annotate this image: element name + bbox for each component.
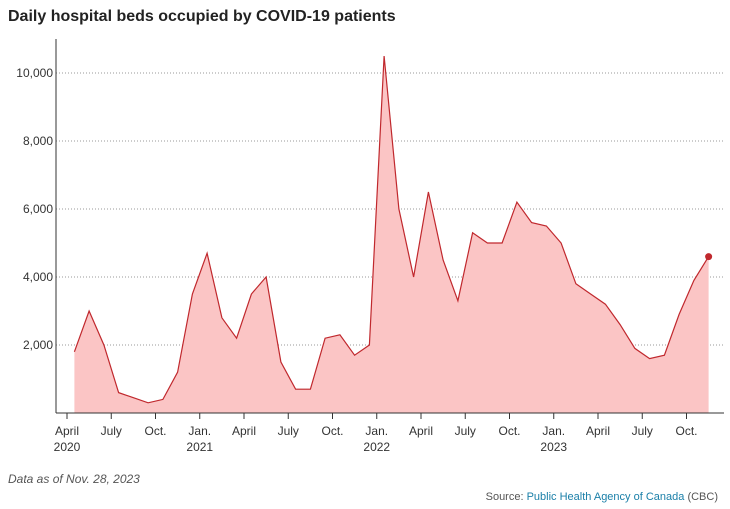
x-tick-label: Jan. — [542, 424, 565, 438]
x-tick-label: April — [586, 424, 610, 438]
source-suffix: (CBC) — [687, 491, 718, 503]
chart-title: Daily hospital beds occupied by COVID-19… — [8, 8, 396, 25]
x-tick-label: April — [55, 424, 79, 438]
x-tick-label: April — [409, 424, 433, 438]
x-tick-label: Oct. — [675, 424, 697, 438]
x-tick-label: July — [455, 424, 476, 438]
x-year-label: 2021 — [186, 440, 213, 454]
source: Source: Public Health Agency of Canada (… — [486, 491, 718, 503]
x-year-label: 2022 — [363, 440, 390, 454]
source-link[interactable]: Public Health Agency of Canada — [526, 491, 685, 503]
x-year-label: 2020 — [54, 440, 81, 454]
x-year-label: 2023 — [540, 440, 567, 454]
source-prefix: Source: — [485, 491, 524, 503]
line — [73, 55, 710, 404]
y-tick-label: 10,000 — [16, 66, 53, 80]
x-tick-label: July — [101, 424, 122, 438]
area — [74, 56, 709, 413]
x-tick-label: Jan. — [188, 424, 211, 438]
x-tick-label: Oct. — [498, 424, 520, 438]
x-tick-label: July — [632, 424, 653, 438]
y-tick-label: 2,000 — [23, 338, 53, 352]
x-tick-label: April — [232, 424, 256, 438]
y-tick-label: 6,000 — [23, 202, 53, 216]
x-tick-label: Oct. — [321, 424, 343, 438]
chart: Daily hospital beds occupied by COVID-19… — [8, 8, 724, 454]
y-tick-label: 4,000 — [23, 270, 53, 284]
x-tick-label: Oct. — [144, 424, 166, 438]
x-tick-label: July — [278, 424, 299, 438]
x-tick-label: Jan. — [365, 424, 388, 438]
y-tick-label: 8,000 — [23, 134, 53, 148]
note: Data as of Nov. 28, 2023 — [8, 472, 140, 486]
end-point — [705, 253, 713, 261]
